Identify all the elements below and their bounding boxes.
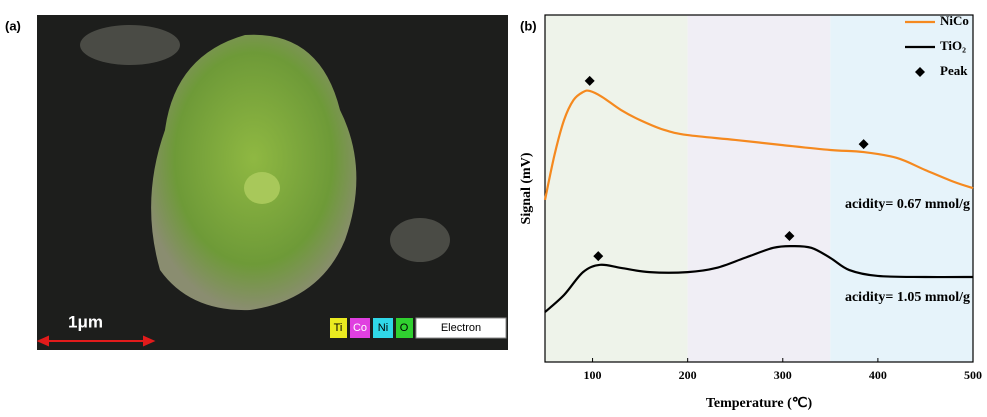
plot-frame (544, 14, 974, 363)
x-tick-label: 300 (774, 368, 792, 382)
element-label: O (400, 322, 409, 334)
legend-swatch (350, 318, 370, 338)
annotation: acidity= 1.05 mmol/g (845, 290, 970, 305)
particle (390, 218, 450, 262)
x-tick-label: 200 (679, 368, 697, 382)
element-label: Ti (334, 322, 343, 334)
series-line (544, 244, 974, 313)
chart: 100 200 300 400 500 Temperature (℃) Signal (mV… (519, 13, 982, 411)
region-band (687, 15, 831, 362)
particle (244, 172, 280, 204)
scale-bar-label: 1μm (68, 312, 103, 331)
legend-label: TiO₂ (940, 38, 966, 53)
panel-label: (b) (520, 18, 537, 33)
legend-swatch (330, 318, 347, 338)
x-tick-label: 100 (584, 368, 602, 382)
peak-marker (858, 139, 869, 150)
particle (80, 25, 180, 65)
series-line (543, 89, 974, 201)
x-axis-label: Temperature (℃) (706, 396, 813, 411)
peak-marker (584, 75, 595, 86)
x-tick-label: 400 (869, 368, 887, 382)
particle-cluster (151, 34, 357, 311)
element-label: Ni (378, 322, 388, 334)
legend-swatch (396, 318, 413, 338)
legend-swatch (415, 317, 507, 339)
element-label: Co (353, 322, 367, 334)
region-band (545, 15, 688, 362)
scale-bar (36, 335, 156, 347)
region-band (830, 15, 973, 362)
legend-swatch (373, 318, 393, 338)
y-axis-label: Signal (mV) (519, 152, 534, 224)
sem-image: Ti Co Ni O Electron 1μm (36, 15, 508, 350)
legend-label: NiCo (940, 13, 969, 28)
peak-marker (593, 251, 604, 262)
annotation: acidity= 0.67 mmol/g (845, 197, 970, 212)
legend-marker (915, 67, 925, 77)
peak-marker (784, 231, 795, 242)
legend-label: Peak (940, 63, 968, 78)
panel-label: (a) (5, 18, 21, 33)
x-tick-label: 500 (964, 368, 982, 382)
element-label: Electron (441, 322, 481, 334)
